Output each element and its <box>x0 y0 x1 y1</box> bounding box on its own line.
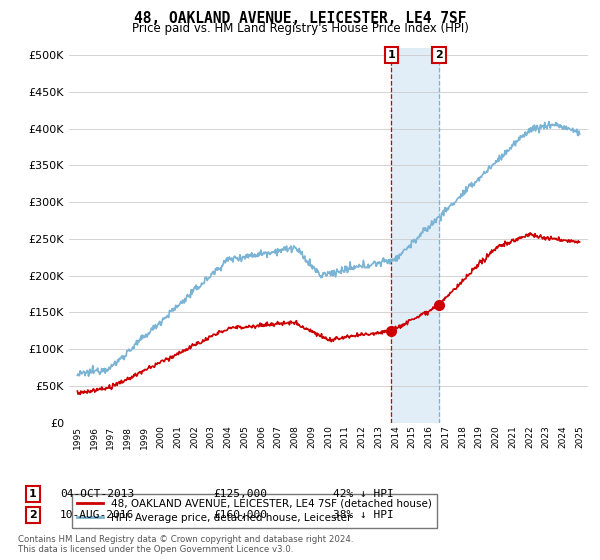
Text: Contains HM Land Registry data © Crown copyright and database right 2024.
This d: Contains HM Land Registry data © Crown c… <box>18 535 353 554</box>
Text: Price paid vs. HM Land Registry's House Price Index (HPI): Price paid vs. HM Land Registry's House … <box>131 22 469 35</box>
Bar <box>391 48 439 423</box>
Text: 04-OCT-2013: 04-OCT-2013 <box>60 489 134 499</box>
Text: 48, OAKLAND AVENUE, LEICESTER, LE4 7SF: 48, OAKLAND AVENUE, LEICESTER, LE4 7SF <box>134 11 466 26</box>
Text: 1: 1 <box>29 489 37 499</box>
Text: 42% ↓ HPI: 42% ↓ HPI <box>333 489 394 499</box>
Text: 2: 2 <box>435 50 443 60</box>
Text: £125,000: £125,000 <box>213 489 267 499</box>
Text: £160,000: £160,000 <box>213 510 267 520</box>
Legend: 48, OAKLAND AVENUE, LEICESTER, LE4 7SF (detached house), HPI: Average price, det: 48, OAKLAND AVENUE, LEICESTER, LE4 7SF (… <box>71 494 437 528</box>
Text: 2: 2 <box>29 510 37 520</box>
Text: 1: 1 <box>388 50 395 60</box>
Text: 38% ↓ HPI: 38% ↓ HPI <box>333 510 394 520</box>
Text: 10-AUG-2016: 10-AUG-2016 <box>60 510 134 520</box>
